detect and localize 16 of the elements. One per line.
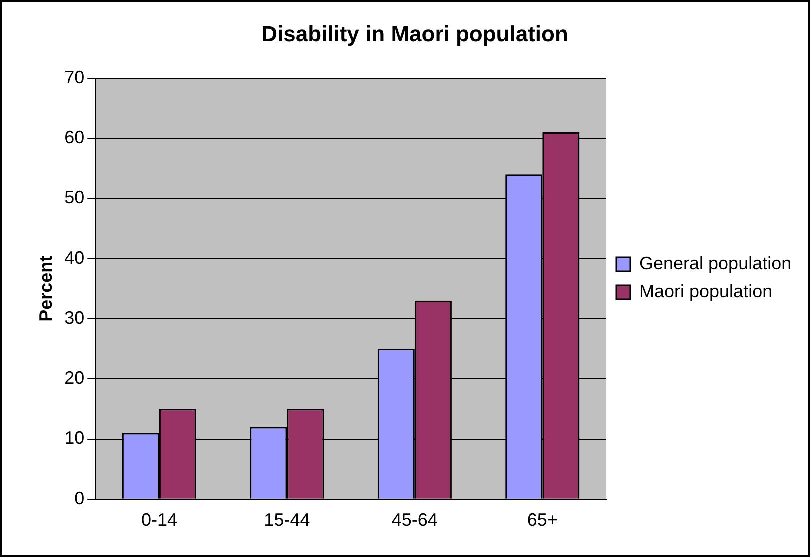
y-tick-label: 70 (64, 67, 85, 88)
y-tick-label: 60 (64, 128, 85, 148)
x-tick-label: 15-44 (264, 510, 310, 530)
x-tick-label: 65+ (527, 510, 558, 530)
y-tick-label: 50 (64, 188, 85, 208)
chart-title: Disability in Maori population (262, 21, 568, 46)
legend-label: General population (640, 253, 792, 274)
x-tick-label: 45-64 (392, 510, 438, 530)
y-tick-label: 30 (64, 308, 85, 328)
y-tick-label: 20 (64, 368, 85, 388)
y-tick-label: 40 (64, 248, 85, 268)
x-tick-label: 0-14 (141, 510, 178, 530)
y-axis-title: Percent (36, 256, 56, 322)
y-tick-label: 0 (74, 488, 85, 508)
legend-label: Maori population (640, 281, 773, 302)
y-tick-label: 10 (64, 428, 85, 448)
